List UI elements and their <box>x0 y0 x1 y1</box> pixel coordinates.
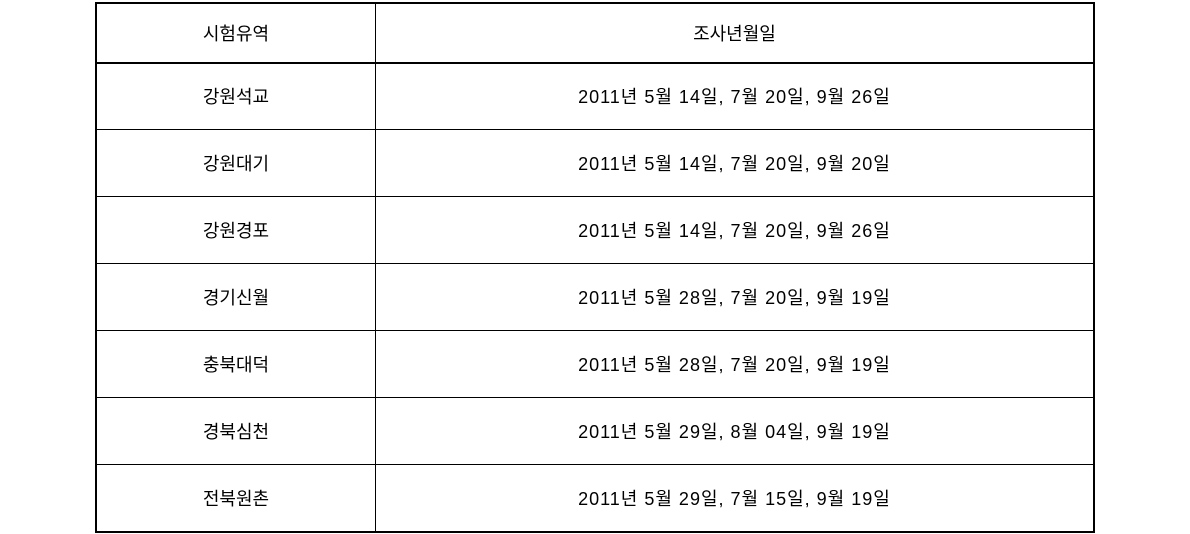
dates-cell: 2011년 5월 29일, 8월 04일, 9월 19일 <box>375 398 1094 465</box>
basin-cell: 경기신월 <box>96 264 375 331</box>
basin-cell: 강원경포 <box>96 197 375 264</box>
survey-dates-table: 시험유역 조사년월일 강원석교 2011년 5월 14일, 7월 20일, 9월… <box>95 2 1095 533</box>
table-body: 강원석교 2011년 5월 14일, 7월 20일, 9월 26일 강원대기 2… <box>96 63 1094 532</box>
basin-cell: 전북원촌 <box>96 465 375 532</box>
dates-cell: 2011년 5월 14일, 7월 20일, 9월 26일 <box>375 63 1094 130</box>
basin-cell: 강원대기 <box>96 130 375 197</box>
dates-cell: 2011년 5월 14일, 7월 20일, 9월 20일 <box>375 130 1094 197</box>
header-basin: 시험유역 <box>96 3 375 63</box>
dates-cell: 2011년 5월 14일, 7월 20일, 9월 26일 <box>375 197 1094 264</box>
basin-cell: 충북대덕 <box>96 331 375 398</box>
table-row: 충북대덕 2011년 5월 28일, 7월 20일, 9월 19일 <box>96 331 1094 398</box>
table-row: 전북원촌 2011년 5월 29일, 7월 15일, 9월 19일 <box>96 465 1094 532</box>
basin-cell: 강원석교 <box>96 63 375 130</box>
basin-cell: 경북심천 <box>96 398 375 465</box>
table-row: 강원대기 2011년 5월 14일, 7월 20일, 9월 20일 <box>96 130 1094 197</box>
header-dates: 조사년월일 <box>375 3 1094 63</box>
dates-cell: 2011년 5월 28일, 7월 20일, 9월 19일 <box>375 331 1094 398</box>
table-row: 강원석교 2011년 5월 14일, 7월 20일, 9월 26일 <box>96 63 1094 130</box>
table-header-row: 시험유역 조사년월일 <box>96 3 1094 63</box>
dates-cell: 2011년 5월 29일, 7월 15일, 9월 19일 <box>375 465 1094 532</box>
table-row: 경기신월 2011년 5월 28일, 7월 20일, 9월 19일 <box>96 264 1094 331</box>
dates-cell: 2011년 5월 28일, 7월 20일, 9월 19일 <box>375 264 1094 331</box>
survey-dates-table-container: 시험유역 조사년월일 강원석교 2011년 5월 14일, 7월 20일, 9월… <box>95 2 1095 533</box>
table-row: 경북심천 2011년 5월 29일, 8월 04일, 9월 19일 <box>96 398 1094 465</box>
table-row: 강원경포 2011년 5월 14일, 7월 20일, 9월 26일 <box>96 197 1094 264</box>
